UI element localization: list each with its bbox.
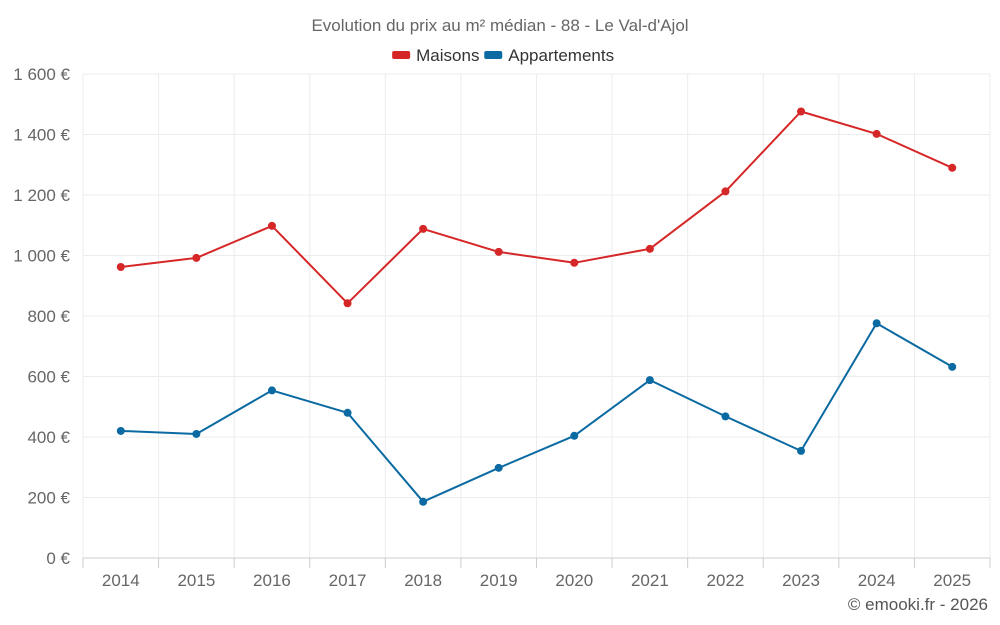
y-axis: 0 € 200 € 400 € 600 € 800 € 1 000 € 1 200 € 1 4…	[13, 65, 70, 568]
y-tick-label: 200 €	[27, 489, 70, 508]
x-tick-label: 2023	[782, 571, 820, 590]
x-tick-label: 2020	[555, 571, 593, 590]
data-point[interactable]	[419, 497, 428, 506]
x-tick-label: 2019	[480, 571, 518, 590]
x-tick-label: 2024	[858, 571, 896, 590]
data-point[interactable]	[721, 187, 730, 196]
y-tick-label: 1 200 €	[13, 186, 70, 205]
y-tick-label: 800 €	[27, 307, 70, 326]
legend-label: Appartements	[508, 46, 614, 65]
data-point[interactable]	[192, 253, 201, 262]
data-point[interactable]	[192, 429, 201, 438]
data-point[interactable]	[343, 408, 352, 417]
series-layer	[116, 107, 957, 506]
data-point[interactable]	[948, 362, 957, 371]
data-point[interactable]	[872, 319, 881, 328]
data-point[interactable]	[343, 299, 352, 308]
x-tick-label: 2021	[631, 571, 669, 590]
y-tick-label: 1 600 €	[13, 65, 70, 84]
data-point[interactable]	[419, 224, 428, 233]
data-point[interactable]	[494, 247, 503, 256]
data-point[interactable]	[494, 463, 503, 472]
legend-swatch	[484, 51, 503, 59]
y-tick-label: 1 000 €	[13, 247, 70, 266]
chart-title: Evolution du prix au m² médian - 88 - Le…	[311, 16, 688, 35]
series-line	[120, 110, 953, 305]
data-point[interactable]	[872, 129, 881, 138]
data-point[interactable]	[948, 163, 957, 172]
data-point[interactable]	[797, 446, 806, 455]
grid	[82, 73, 991, 558]
x-tick-label: 2017	[329, 571, 367, 590]
y-tick-label: 400 €	[27, 428, 70, 447]
data-point[interactable]	[570, 258, 579, 267]
legend-swatch	[392, 51, 411, 59]
series-line	[120, 322, 953, 503]
x-tick-label: 2022	[707, 571, 745, 590]
series-maisons	[116, 107, 957, 308]
data-point[interactable]	[267, 221, 276, 230]
legend-label: Maisons	[416, 46, 479, 65]
legend-item-appartements[interactable]: Appartements	[484, 46, 614, 65]
x-tick-label: 2025	[933, 571, 971, 590]
y-tick-label: 600 €	[27, 368, 70, 387]
x-axis: 2014 2015 2016 2017 2018 2019 2020 2021 2022 2023…	[82, 557, 991, 590]
credit-text: © emooki.fr - 2026	[848, 595, 988, 614]
data-point[interactable]	[721, 412, 730, 421]
legend: Maisons Appartements	[392, 46, 614, 65]
data-point[interactable]	[116, 262, 125, 271]
data-point[interactable]	[797, 107, 806, 116]
data-point[interactable]	[645, 244, 654, 253]
data-point[interactable]	[116, 426, 125, 435]
x-tick-label: 2018	[404, 571, 442, 590]
data-point[interactable]	[645, 376, 654, 385]
y-tick-label: 0 €	[46, 549, 70, 568]
data-point[interactable]	[267, 386, 276, 395]
data-point[interactable]	[570, 431, 579, 440]
x-tick-label: 2014	[102, 571, 140, 590]
x-tick-label: 2016	[253, 571, 291, 590]
y-tick-label: 1 400 €	[13, 126, 70, 145]
series-appartements	[116, 319, 957, 506]
legend-item-maisons[interactable]: Maisons	[392, 46, 479, 65]
x-tick-label: 2015	[177, 571, 215, 590]
